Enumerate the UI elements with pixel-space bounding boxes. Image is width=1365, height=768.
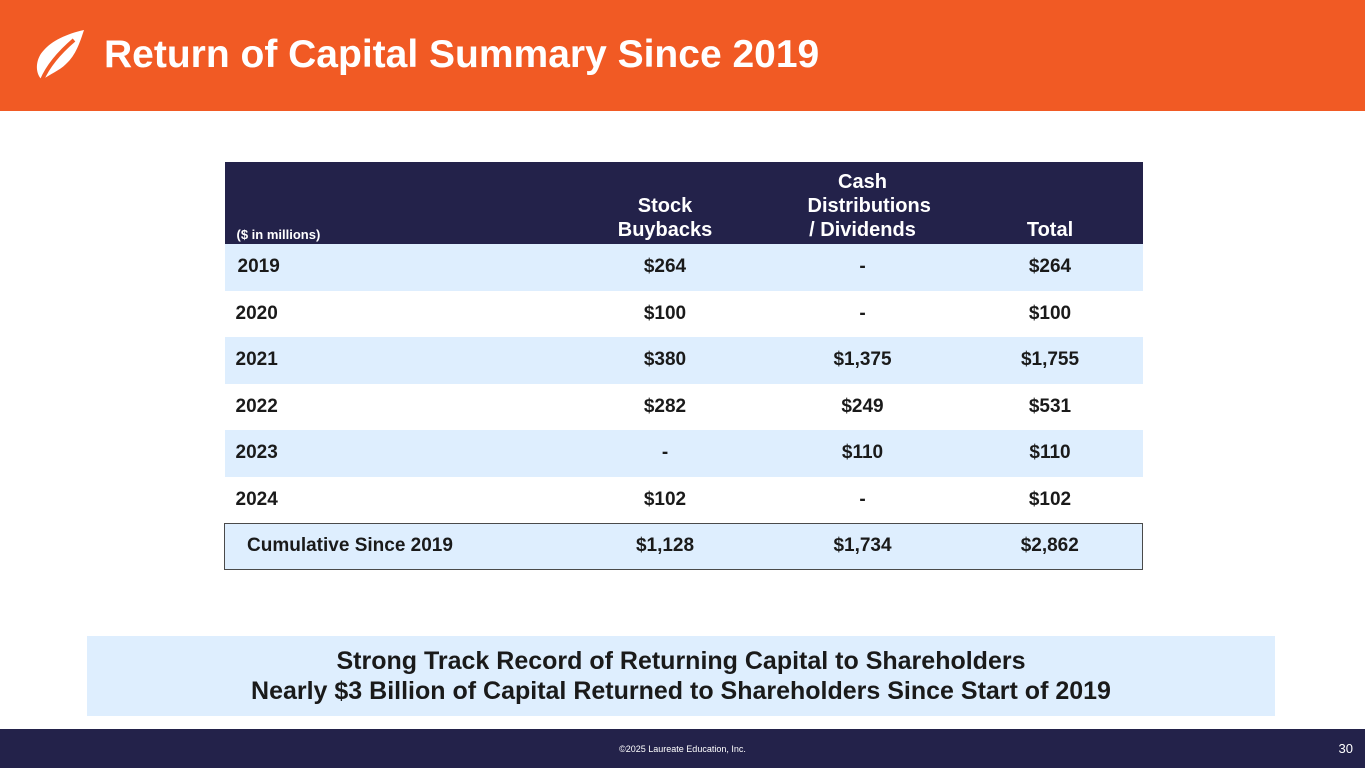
row-year: 2024: [235, 488, 278, 510]
cell-stock-buybacks: -: [661, 442, 669, 464]
cell-cash-distributions: $110: [841, 442, 884, 464]
row-year: 2023: [235, 442, 278, 464]
footer-bar: ©2025 Laureate Education, Inc. 30: [0, 729, 1365, 768]
table-row: 2021 $380 $1,375 $1,755: [224, 337, 1143, 384]
cell-total: $102: [1028, 488, 1072, 510]
row-year: 2020: [235, 302, 278, 324]
table-header-row: ($ in millions) Stock Buybacks Cash Dist…: [224, 162, 1143, 244]
table-row: 2022 $282 $249 $531: [224, 383, 1143, 430]
units-label: ($ in millions): [236, 227, 321, 242]
cumulative-cash-distributions: $1,734: [767, 522, 958, 570]
cell-total: $264: [1028, 256, 1072, 278]
cumulative-label: Cumulative Since 2019: [224, 522, 563, 570]
cell-cash-distributions: -: [859, 256, 866, 278]
summary-callout: Strong Track Record of Returning Capital…: [87, 636, 1275, 716]
cumulative-stock-buybacks: $1,128: [562, 522, 768, 570]
row-year: 2021: [235, 349, 278, 371]
cell-cash-distributions: -: [859, 302, 866, 324]
table-row: 2019 $264 - $264: [224, 244, 1143, 291]
cumulative-total: $2,862: [957, 522, 1143, 570]
callout-line-1: Strong Track Record of Returning Capital…: [336, 647, 1026, 675]
cell-cash-distributions: $249: [841, 395, 884, 417]
row-year: 2022: [235, 395, 278, 417]
header-bar: Return of Capital Summary Since 2019: [0, 0, 1365, 111]
leaf-logo-icon: [36, 30, 84, 81]
cell-total: $100: [1028, 302, 1072, 324]
cell-cash-distributions: $1,375: [833, 349, 892, 371]
column-header-cash-distributions: Cash Distributions / Dividends: [807, 171, 931, 241]
cumulative-row: Cumulative Since 2019 $1,128 $1,734 $2,8…: [224, 522, 1143, 570]
table-row: 2023 - $110 $110: [224, 430, 1143, 477]
table-row: 2024 $102 - $102: [224, 476, 1143, 523]
table-row: 2020 $100 - $100: [224, 290, 1143, 337]
column-header-stock-buybacks: Stock Buybacks: [617, 195, 713, 241]
cell-total: $1,755: [1020, 349, 1080, 371]
page-number: 30: [1338, 741, 1353, 756]
cell-total: $110: [1029, 442, 1071, 464]
cell-stock-buybacks: $282: [643, 395, 687, 417]
cell-stock-buybacks: $100: [643, 302, 687, 324]
column-header-total: Total: [1026, 219, 1074, 241]
copyright-text: ©2025 Laureate Education, Inc.: [619, 744, 746, 754]
cell-cash-distributions: -: [859, 488, 866, 510]
page-title: Return of Capital Summary Since 2019: [104, 33, 820, 76]
row-year: 2019: [237, 256, 280, 278]
cell-total: $531: [1028, 395, 1072, 417]
callout-line-2: Nearly $3 Billion of Capital Returned to…: [251, 677, 1111, 705]
return-of-capital-table: ($ in millions) Stock Buybacks Cash Dist…: [224, 162, 1143, 570]
cell-stock-buybacks: $380: [643, 349, 687, 371]
cell-stock-buybacks: $264: [643, 256, 687, 278]
cell-stock-buybacks: $102: [643, 488, 687, 510]
